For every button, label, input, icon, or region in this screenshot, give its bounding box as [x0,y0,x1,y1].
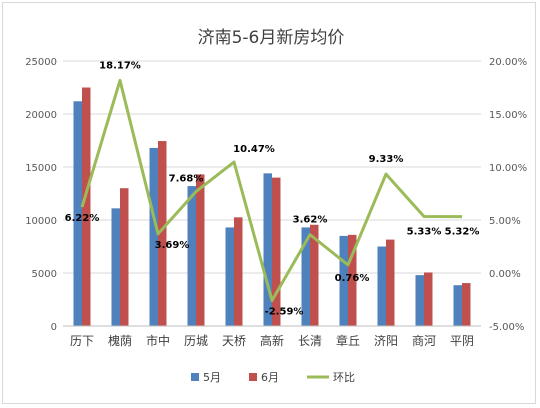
y-right-tick-label: 20.00% [489,57,527,68]
x-tick-label: 槐荫 [108,333,132,348]
x-tick-label: 高新 [260,333,284,348]
x-tick-label: 济阳 [374,333,398,348]
data-label: 7.68% [169,174,204,185]
bar-june [462,283,471,326]
x-tick-label: 天桥 [222,334,246,348]
line-huanbi [80,78,463,302]
bar-may [415,275,424,326]
x-tick-label: 商河 [412,333,436,348]
x-tick-label: 平阴 [450,334,474,348]
data-label: 18.17% [99,60,141,71]
legend: 5月 6月 环比 [191,371,355,384]
legend-swatch [249,373,257,381]
bar-june [348,234,357,326]
chart-title: 济南5-6月新房均价 [198,28,345,48]
bar-june [234,217,243,326]
bar-may [301,227,310,326]
y-right-tick-label: 0.00% [489,269,521,280]
bar-june [196,174,205,326]
data-label: 9.33% [369,154,404,165]
y-right-tick-label: -5.00% [489,322,524,333]
legend-swatch [191,373,199,381]
x-tick-label: 历城 [184,334,208,348]
bar-june [386,239,395,326]
bar-may [149,147,158,326]
bar-may [73,101,82,326]
x-tick-label: 长清 [298,334,322,348]
bar-june [158,141,167,326]
legend-label: 5月 [203,371,221,384]
bar-june [272,177,281,326]
legend-label: 环比 [333,371,355,384]
bar-june [310,224,319,326]
chart-frame: 济南5-6月新房均价 6.22% 18.17% 3.69% 7.68% 10.47% -2… [2,2,536,404]
x-tick-label: 章丘 [336,333,360,348]
y-left-tick-label: 20000 [25,110,57,121]
y-left-tick-label: 5000 [32,269,57,280]
bars [73,87,471,326]
bar-may [225,227,234,326]
bar-june [82,87,91,326]
x-tick-label: 历下 [70,334,94,348]
y-left-tick-label: 0 [51,322,57,333]
data-label: 3.62% [293,215,328,226]
data-label: 5.32% [445,227,480,238]
bar-may [339,235,348,326]
y-right-tick-label: 10.00% [489,163,527,174]
axes: 0 5000 10000 15000 20000 25000 -5.00% 0.00% 5.00… [25,57,527,348]
bar-may [377,246,386,326]
bar-may [263,173,272,326]
legend-label: 6月 [261,371,279,384]
bar-june [120,188,129,326]
data-label: 10.47% [233,144,275,155]
bar-may [453,285,462,326]
data-label: 6.22% [65,213,100,224]
data-label: 5.33% [407,227,442,238]
y-right-tick-label: 5.00% [489,216,521,227]
bar-may [111,208,120,326]
line-series [80,78,463,302]
data-label: -2.59% [265,306,304,317]
y-right-tick-label: 15.00% [489,110,527,121]
y-left-tick-label: 10000 [25,216,57,227]
bar-june [424,272,433,326]
x-tick-label: 市中 [146,333,170,348]
chart-svg: 济南5-6月新房均价 6.22% 18.17% 3.69% 7.68% 10.47% -2… [25,28,527,384]
y-left-tick-label: 15000 [25,163,57,174]
data-label: 3.69% [155,240,190,251]
data-label: 0.76% [335,273,370,284]
data-labels: 6.22% 18.17% 3.69% 7.68% 10.47% -2.59% 3.62% 0.… [65,60,480,317]
y-left-tick-label: 25000 [25,57,57,68]
bar-may [187,186,196,326]
